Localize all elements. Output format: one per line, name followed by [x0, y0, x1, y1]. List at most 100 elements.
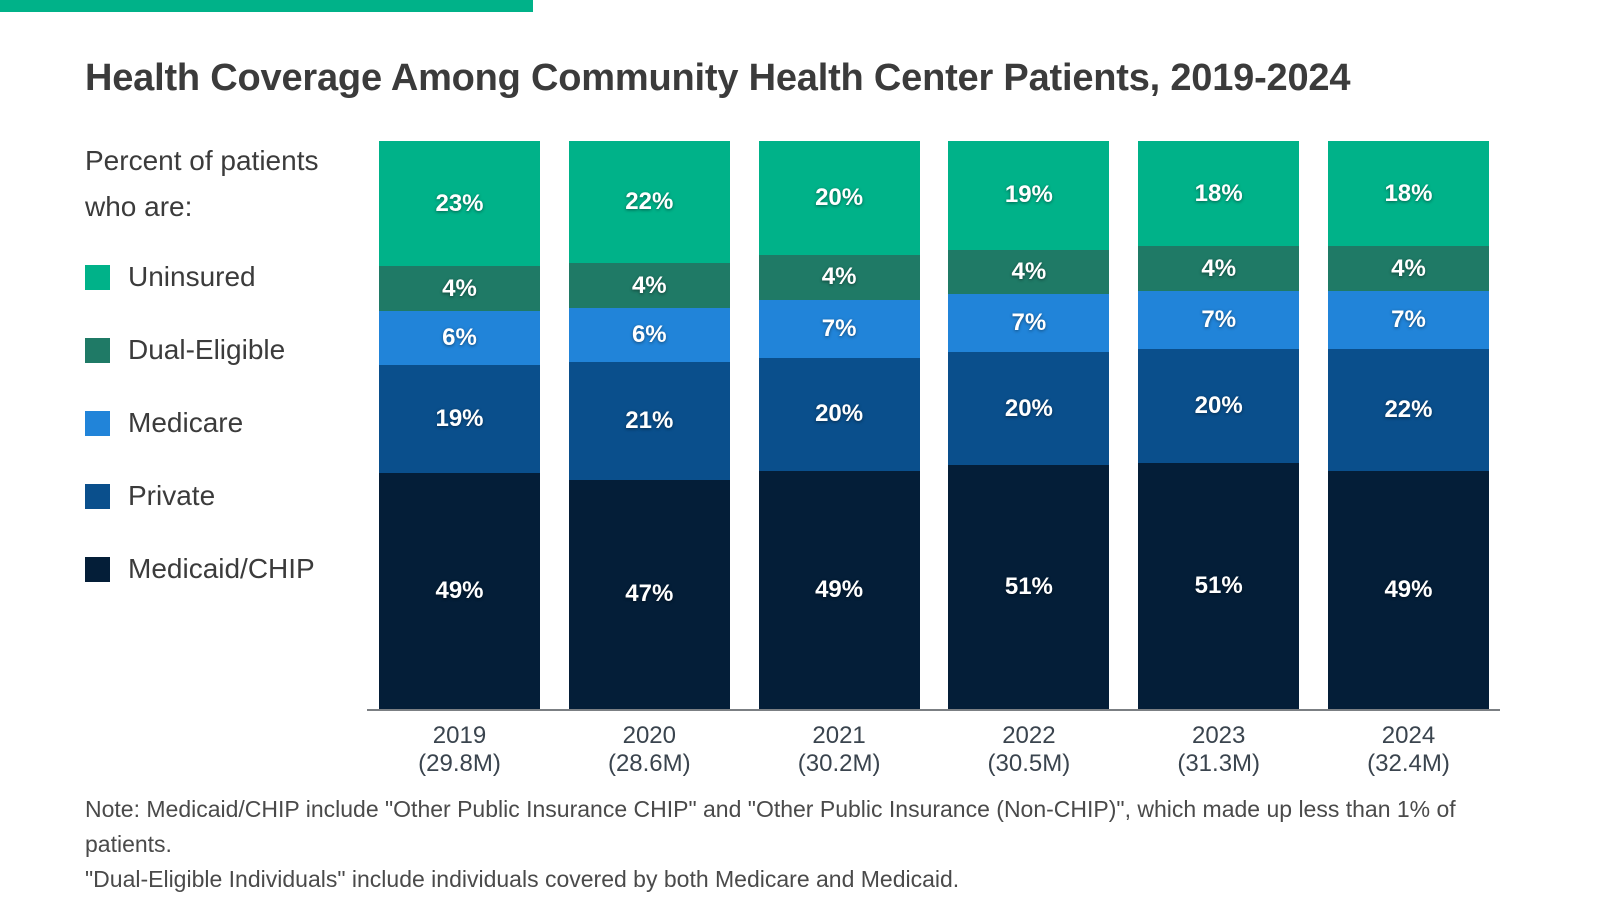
private-swatch	[85, 483, 110, 509]
segment-value-label: 51%	[1004, 572, 1053, 600]
bar-2019-segment-dual-eligible: 4%	[379, 266, 540, 312]
segment-value-label: 7%	[1201, 306, 1237, 334]
segment-value-label: 49%	[1384, 576, 1433, 604]
segment-value-label: 6%	[442, 324, 477, 352]
segment-value-label: 47%	[625, 580, 674, 608]
bar-2023: 18% 4% 7% 20% 51% 2023 (31.3M)	[1138, 141, 1300, 777]
x-axis-total: (30.2M)	[797, 750, 881, 777]
bars-container: 23% 4% 6% 19% 49% 2019 (29.8M) 22% 4% 6% 21% 47% 202…	[379, 141, 1489, 777]
bar-2019-segment-uninsured: 23%	[379, 141, 540, 267]
bar-2019-segment-private: 19%	[379, 364, 540, 474]
bar-2024-segment-private: 22%	[1327, 349, 1489, 472]
bar-2024-segment-dual-eligible: 4%	[1327, 246, 1489, 292]
x-axis-total: (30.5M)	[987, 750, 1071, 777]
segment-value-label: 49%	[815, 576, 864, 604]
legend-heading-line1: Percent of patients	[85, 145, 319, 176]
x-axis-total: (28.6M)	[607, 750, 691, 777]
legend-item-dual-eligible: Dual-Eligible	[85, 334, 315, 365]
segment-value-label: 22%	[625, 188, 674, 216]
legend: Percent of patients who are: Uninsured Du…	[85, 138, 365, 584]
bar-2024-segment-uninsured: 18%	[1327, 141, 1489, 247]
legend-item-label: Private	[128, 480, 216, 511]
legend-item-label: Dual-Eligible	[128, 334, 286, 365]
bar-2020-segment-uninsured: 22%	[568, 141, 730, 264]
bar-stack-2024: 18% 4% 7% 22% 49%	[1327, 141, 1489, 709]
bar-2019: 23% 4% 6% 19% 49% 2019 (29.8M)	[379, 141, 540, 777]
bar-2021: 20% 4% 7% 20% 49% 2021 (30.2M)	[758, 141, 920, 777]
x-axis-label-2022: 2022 (30.5M)	[948, 722, 1109, 778]
legend-heading-line2: who are:	[85, 191, 193, 222]
segment-value-label: 4%	[442, 274, 477, 302]
x-axis-line	[367, 709, 1500, 711]
segment-value-label: 6%	[631, 321, 667, 349]
accent-bar	[0, 0, 533, 12]
bar-2022-segment-uninsured: 19%	[948, 141, 1110, 250]
legend-item-medicaid-chip: Medicaid/CHIP	[85, 553, 315, 584]
segment-value-label: 18%	[1384, 179, 1433, 207]
segment-value-label: 20%	[815, 183, 864, 211]
segment-value-label: 4%	[1391, 254, 1426, 282]
bar-2023-segment-medicaid-chip: 51%	[1138, 462, 1300, 709]
uninsured-swatch	[85, 264, 110, 290]
legend-item-uninsured: Uninsured	[85, 261, 315, 292]
plot-area: 23% 4% 6% 19% 49% 2019 (29.8M) 22% 4% 6% 21% 47% 202…	[367, 141, 1500, 777]
x-axis-label-2019: 2019 (29.8M)	[379, 722, 540, 778]
bar-2024-segment-medicare: 7%	[1327, 291, 1489, 350]
bar-2022-segment-medicaid-chip: 51%	[948, 464, 1110, 709]
segment-value-label: 20%	[815, 400, 864, 428]
segment-value-label: 51%	[1194, 571, 1243, 599]
segment-value-label: 49%	[435, 577, 484, 605]
bar-2021-segment-private: 20%	[758, 357, 920, 472]
bar-2022-segment-private: 20%	[948, 352, 1110, 465]
bar-2022: 19% 4% 7% 20% 51% 2022 (30.5M)	[948, 141, 1110, 777]
bar-2020-segment-medicare: 6%	[568, 308, 730, 362]
x-axis-label-2023: 2023 (31.3M)	[1138, 722, 1299, 778]
dual-eligible-swatch	[85, 337, 110, 363]
bar-2023-segment-dual-eligible: 4%	[1138, 246, 1300, 292]
legend-item-label: Uninsured	[128, 261, 256, 292]
legend-heading: Percent of patients who are:	[85, 138, 365, 230]
x-axis-year: 2019	[432, 722, 487, 749]
segment-value-label: 7%	[1011, 309, 1047, 337]
bar-2024: 18% 4% 7% 22% 49% 2024 (32.4M)	[1327, 141, 1489, 777]
bar-2019-segment-medicaid-chip: 49%	[379, 473, 540, 709]
segment-value-label: 7%	[1391, 306, 1426, 334]
x-axis-total: (31.3M)	[1177, 750, 1261, 777]
segment-value-label: 7%	[821, 314, 857, 342]
bar-2023-segment-uninsured: 18%	[1138, 141, 1300, 247]
x-axis-year: 2024	[1381, 722, 1436, 749]
x-axis-year: 2022	[1002, 722, 1056, 749]
bar-2022-segment-dual-eligible: 4%	[948, 249, 1110, 295]
bar-stack-2020: 22% 4% 6% 21% 47%	[568, 141, 730, 709]
chart-title: Health Coverage Among Community Health C…	[85, 57, 1351, 99]
bar-stack-2023: 18% 4% 7% 20% 51%	[1138, 141, 1300, 709]
x-axis-label-2020: 2020 (28.6M)	[569, 722, 730, 778]
x-axis-total: (29.8M)	[418, 750, 501, 777]
segment-value-label: 20%	[1194, 391, 1243, 419]
segment-value-label: 22%	[1384, 396, 1433, 424]
bar-2021-segment-dual-eligible: 4%	[758, 254, 920, 300]
bar-2019-segment-medicare: 6%	[379, 311, 540, 365]
bar-2021-segment-uninsured: 20%	[758, 141, 920, 255]
x-axis-label-2024: 2024 (32.4M)	[1328, 722, 1489, 778]
legend-item-label: Medicaid/CHIP	[128, 553, 315, 584]
segment-value-label: 20%	[1004, 394, 1053, 422]
segment-value-label: 4%	[631, 271, 667, 299]
bar-2021-segment-medicare: 7%	[758, 299, 920, 358]
segment-value-label: 19%	[435, 405, 484, 433]
medicare-swatch	[85, 410, 110, 436]
x-axis-total: (32.4M)	[1367, 750, 1450, 777]
legend-item-medicare: Medicare	[85, 407, 315, 438]
x-axis-label-2021: 2021 (30.2M)	[759, 722, 920, 778]
x-axis-year: 2020	[622, 722, 676, 749]
bar-2024-segment-medicaid-chip: 49%	[1327, 471, 1489, 709]
bar-stack-2019: 23% 4% 6% 19% 49%	[379, 141, 540, 709]
segment-value-label: 4%	[1201, 254, 1237, 282]
segment-value-label: 21%	[625, 406, 674, 434]
bar-2020: 22% 4% 6% 21% 47% 2020 (28.6M)	[568, 141, 730, 777]
medicaid-chip-swatch	[85, 556, 110, 582]
bar-stack-2022: 19% 4% 7% 20% 51%	[948, 141, 1110, 709]
bar-2020-segment-dual-eligible: 4%	[568, 263, 730, 309]
x-axis-year: 2021	[812, 722, 866, 749]
